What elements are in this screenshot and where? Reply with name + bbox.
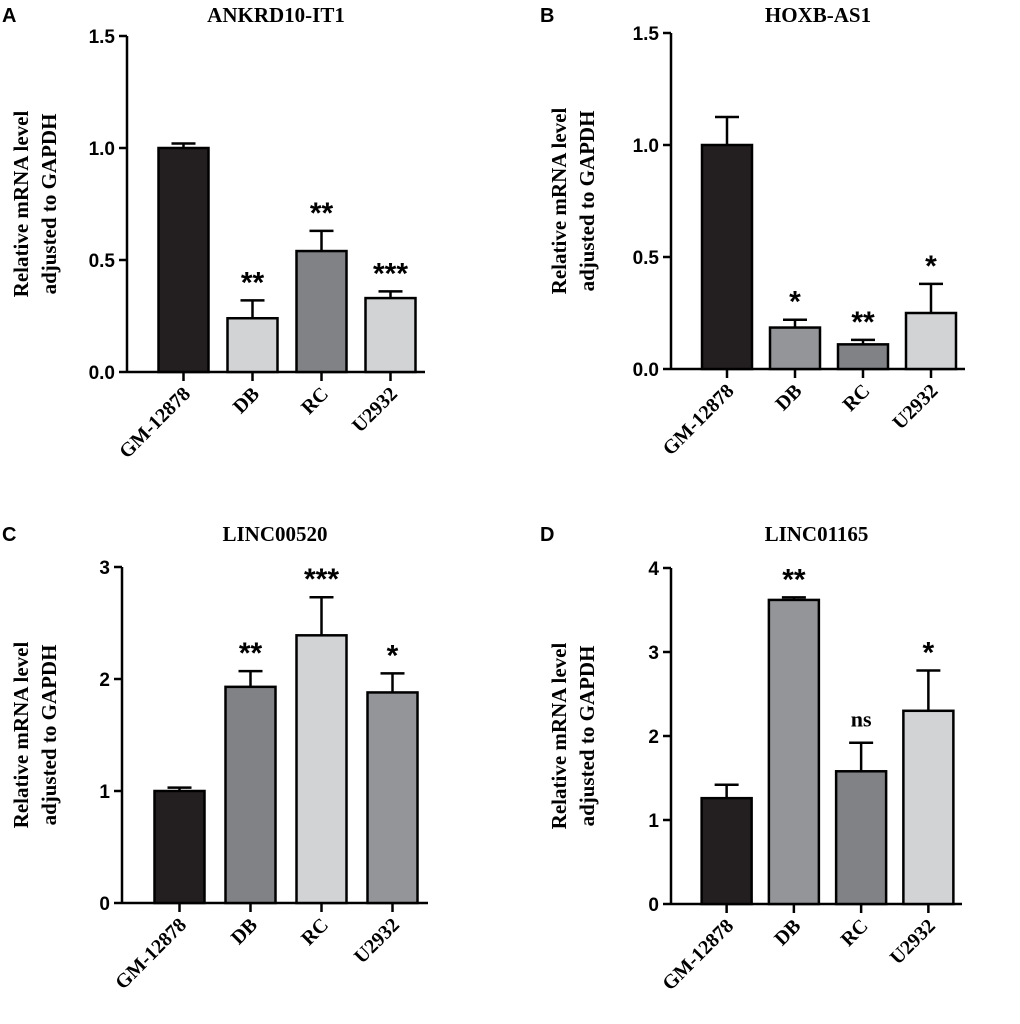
y-tick-label: 0.0 (89, 363, 115, 384)
category-label: GM-12878 (115, 383, 195, 463)
y-axis-label-line1: Relative mRNA level (9, 642, 33, 829)
y-tick-label: 3 (99, 558, 110, 579)
category-label: RC (297, 914, 333, 950)
y-axis-label-line2: adjusted to GAPDH (37, 645, 61, 826)
bar (226, 316, 279, 374)
panel-letter: D (540, 524, 554, 546)
bar (902, 709, 955, 906)
significance-label: * (789, 286, 801, 319)
category-label: RC (297, 383, 333, 419)
significance-label: ns (851, 707, 872, 732)
chart-title: LINC01165 (765, 522, 869, 546)
category-label: RC (837, 915, 873, 951)
chart-panel-d: D LINC01165 Relative mRNA level adjusted to… (540, 522, 962, 995)
bar (157, 146, 210, 374)
y-axis-label-line1: Relative mRNA level (547, 643, 571, 830)
bar (364, 296, 417, 374)
bar (295, 634, 348, 905)
y-tick-label: 1 (99, 782, 110, 803)
significance-label: *** (373, 257, 408, 290)
significance-label: ** (851, 306, 875, 339)
bar (836, 343, 890, 371)
significance-label: ** (782, 563, 806, 596)
bar (224, 685, 277, 905)
y-tick-label: 0 (648, 895, 659, 916)
panel-letter: A (2, 5, 16, 27)
significance-label: * (923, 636, 935, 669)
category-label: GM-12878 (658, 915, 738, 995)
significance-label: *** (304, 563, 339, 596)
chart-panel-b: B HOXB-AS1 Relative mRNA level adjusted to … (540, 3, 965, 460)
y-axis-label-line2: adjusted to GAPDH (575, 646, 599, 827)
bar (295, 249, 348, 374)
chart-panel-c: C LINC00520 Relative mRNA level adjusted to… (2, 522, 428, 994)
category-label: DB (229, 383, 264, 418)
y-axis-label-line1: Relative mRNA level (9, 111, 33, 298)
y-tick-label: 1.5 (633, 24, 660, 45)
y-tick-label: 3 (648, 643, 659, 664)
significance-label: * (387, 639, 399, 672)
y-tick-label: 1.0 (633, 136, 659, 157)
category-label: GM-12878 (659, 380, 739, 460)
bar (768, 326, 822, 371)
panel-letter: B (540, 5, 554, 27)
category-label: U2932 (886, 915, 940, 969)
category-label: RC (839, 380, 875, 416)
chart-title: LINC00520 (222, 522, 327, 546)
category-label: GM-12878 (111, 914, 191, 994)
bar (834, 770, 888, 906)
bar (153, 789, 206, 905)
significance-label: ** (241, 266, 265, 299)
y-tick-label: 4 (648, 559, 659, 580)
bar (767, 598, 821, 906)
y-tick-label: 0.5 (633, 248, 660, 269)
category-label: U2932 (348, 383, 402, 437)
y-tick-label: 0 (99, 894, 110, 915)
category-label: U2932 (888, 380, 942, 434)
bar (700, 143, 754, 371)
panel-letter: C (2, 524, 16, 546)
y-tick-label: 0.5 (89, 251, 116, 272)
category-label: DB (227, 914, 262, 949)
chart-panel-a: A ANKRD10-IT1 Relative mRNA level adjusted … (2, 3, 425, 463)
bar (904, 311, 958, 371)
category-label: U2932 (350, 914, 404, 968)
chart-title: ANKRD10-IT1 (207, 3, 345, 27)
y-axis-label-line2: adjusted to GAPDH (37, 114, 61, 295)
y-axis-label-line2: adjusted to GAPDH (575, 111, 599, 292)
significance-label: ** (310, 197, 334, 230)
y-axis-label-line1: Relative mRNA level (547, 108, 571, 295)
significance-label: * (925, 250, 937, 283)
y-tick-label: 2 (648, 727, 659, 748)
significance-label: ** (239, 637, 263, 670)
category-label: DB (770, 915, 805, 950)
bar (700, 796, 753, 906)
y-tick-label: 1 (648, 811, 659, 832)
y-tick-label: 1.5 (89, 27, 116, 48)
bar (366, 691, 419, 905)
category-label: DB (771, 380, 806, 415)
y-tick-label: 0.0 (633, 360, 659, 381)
chart-title: HOXB-AS1 (765, 3, 871, 27)
y-tick-label: 2 (99, 670, 110, 691)
y-tick-label: 1.0 (89, 139, 115, 160)
